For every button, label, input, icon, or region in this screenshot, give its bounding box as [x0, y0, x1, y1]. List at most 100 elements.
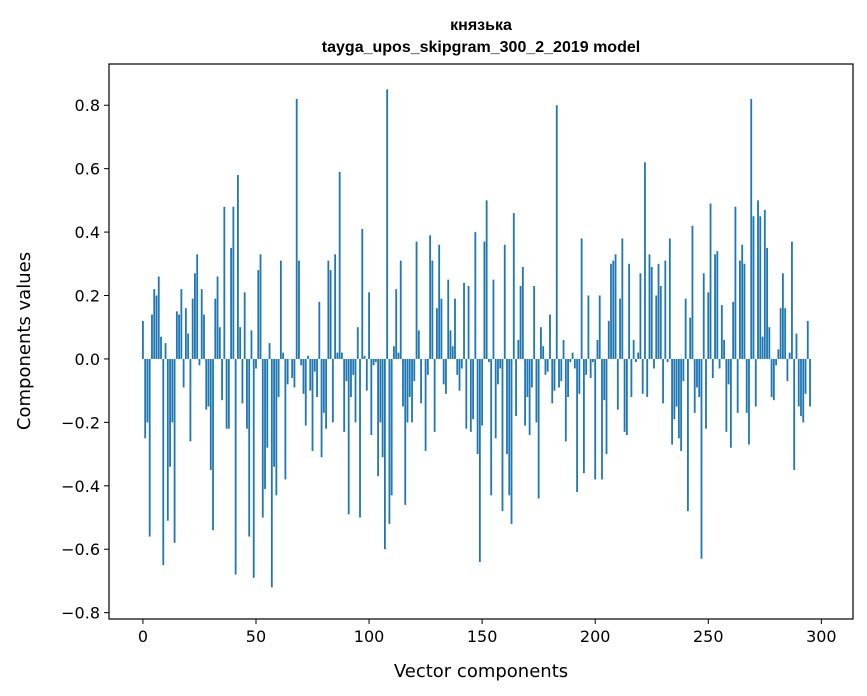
- bar: [646, 358, 649, 397]
- bar: [650, 266, 653, 359]
- bar: [318, 301, 321, 359]
- bar: [673, 358, 676, 420]
- bar: [662, 358, 664, 404]
- bar: [275, 358, 278, 496]
- bar: [693, 358, 696, 413]
- bar: [759, 216, 762, 359]
- bar: [214, 298, 217, 359]
- bar: [623, 358, 626, 432]
- bar: [614, 254, 617, 359]
- bar: [668, 238, 671, 359]
- bar: [173, 358, 176, 543]
- bar: [352, 358, 355, 375]
- bar: [255, 358, 257, 369]
- bar: [381, 358, 384, 458]
- bar: [630, 358, 633, 397]
- y-axis-ticks: −0.8 −0.6 −0.4 −0.2 0.0 0.2 0.4 0.6 0.8: [61, 96, 109, 623]
- bar: [365, 358, 368, 391]
- bar: [234, 358, 237, 575]
- bar: [277, 358, 280, 397]
- bar: [440, 298, 443, 359]
- bar: [196, 254, 199, 359]
- bar: [286, 358, 289, 385]
- bar: [463, 282, 465, 359]
- bar: [273, 358, 275, 467]
- bar: [752, 216, 755, 359]
- bar: [806, 320, 809, 359]
- bar: [433, 358, 436, 432]
- bar: [237, 175, 239, 359]
- bar: [456, 358, 459, 375]
- bar: [469, 358, 472, 432]
- bar: [243, 292, 246, 359]
- bar: [205, 358, 208, 410]
- bar: [666, 358, 669, 363]
- bar: [501, 358, 504, 512]
- bar: [399, 260, 402, 359]
- bar: [716, 251, 719, 359]
- bar: [741, 244, 744, 359]
- bar: [772, 358, 775, 401]
- bar: [589, 358, 592, 378]
- bar-series: [142, 89, 811, 588]
- bar: [689, 317, 692, 359]
- bar: [388, 358, 391, 524]
- bar: [664, 260, 667, 359]
- bar: [216, 276, 219, 359]
- bar: [239, 327, 242, 359]
- bar: [144, 358, 147, 439]
- bar: [553, 358, 556, 391]
- bar: [431, 260, 434, 359]
- bar: [725, 358, 728, 432]
- bar: [221, 358, 223, 401]
- bar: [200, 289, 203, 359]
- bar: [178, 314, 181, 359]
- bar: [445, 358, 447, 394]
- bar: [313, 358, 316, 372]
- bar: [264, 358, 266, 489]
- bar: [180, 289, 183, 359]
- bar: [261, 358, 264, 518]
- bar: [483, 241, 486, 359]
- bar: [499, 358, 502, 369]
- x-tick-label: 100: [354, 627, 385, 646]
- bar: [677, 358, 680, 439]
- bar: [800, 358, 802, 417]
- bar: [246, 358, 248, 429]
- bar: [442, 358, 445, 385]
- bar: [472, 358, 474, 420]
- bar: [648, 254, 651, 359]
- bar: [768, 327, 771, 359]
- bar: [361, 228, 364, 359]
- bar: [682, 358, 685, 382]
- bar: [250, 330, 253, 359]
- bar: [709, 203, 712, 359]
- bar: [420, 358, 422, 404]
- bar: [594, 358, 597, 480]
- bar: [350, 358, 352, 397]
- bar: [279, 260, 282, 359]
- y-tick-label: −0.6: [61, 540, 100, 559]
- bar: [169, 358, 171, 467]
- bar: [707, 292, 710, 359]
- bar: [578, 358, 581, 394]
- x-tick-label: 50: [246, 627, 266, 646]
- bar: [426, 358, 429, 375]
- x-tick-label: 300: [806, 627, 837, 646]
- bar: [474, 232, 477, 359]
- x-tick-label: 0: [138, 627, 148, 646]
- bar: [429, 235, 432, 359]
- bar: [506, 358, 508, 455]
- bar: [809, 358, 811, 407]
- bar: [488, 358, 490, 363]
- bar: [227, 358, 230, 429]
- bar: [562, 339, 565, 359]
- bar: [739, 260, 741, 359]
- bar: [616, 358, 619, 410]
- bar: [515, 358, 517, 417]
- bar: [607, 320, 610, 359]
- bar: [653, 358, 655, 369]
- bar: [257, 270, 260, 359]
- bar: [164, 343, 167, 359]
- bar: [151, 314, 153, 359]
